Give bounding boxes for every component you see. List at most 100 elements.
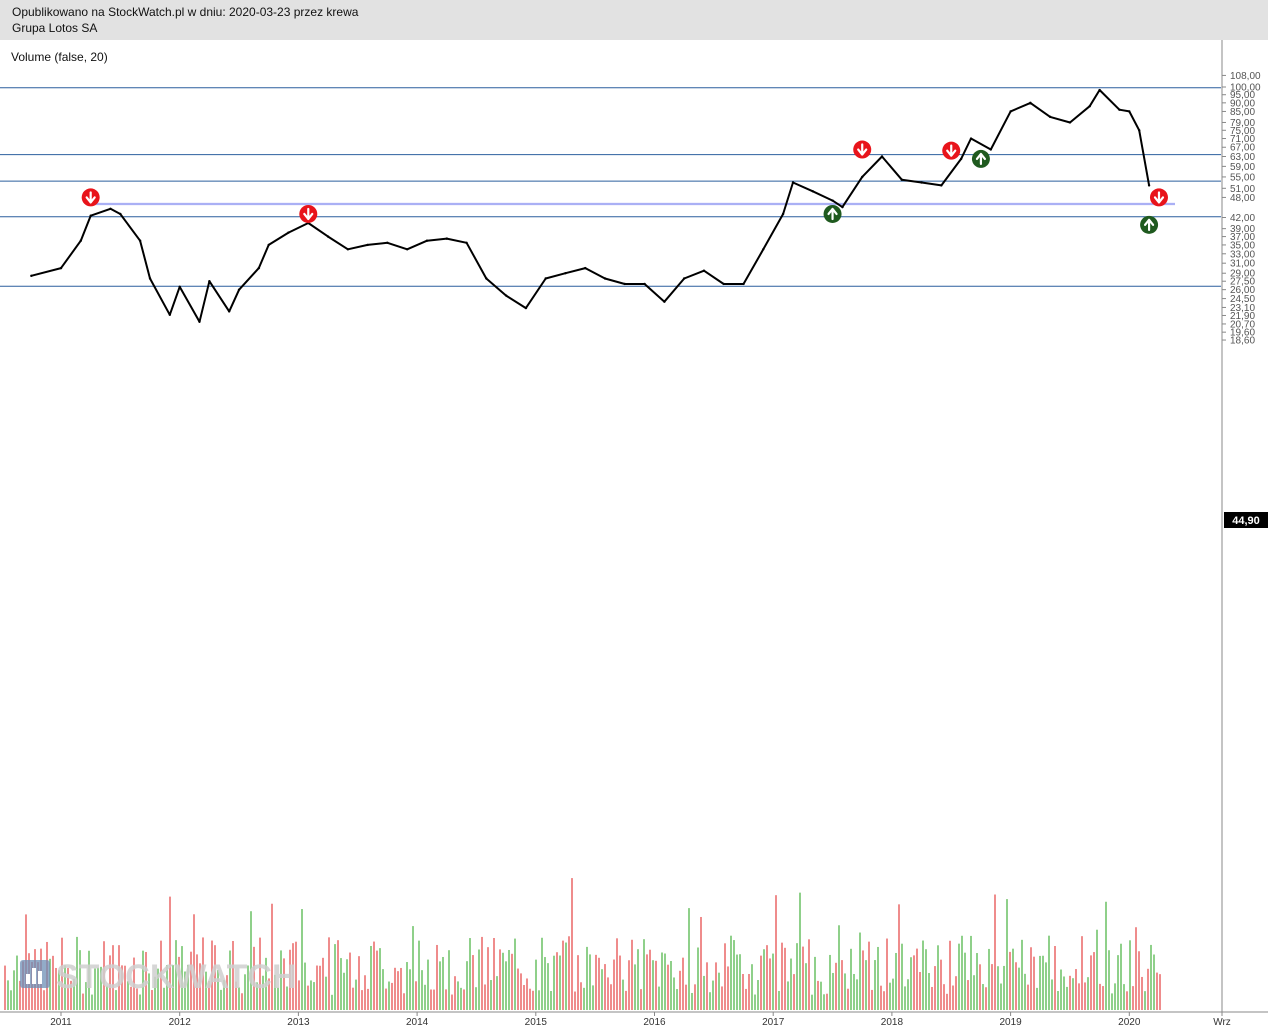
volume-bar [493, 938, 495, 1010]
volume-bar [169, 896, 171, 1010]
volume-bar [835, 962, 837, 1010]
price-point [326, 235, 330, 238]
volume-bar [1042, 955, 1044, 1010]
volume-bar [313, 982, 315, 1010]
volume-bar [421, 970, 423, 1010]
price-point [603, 277, 607, 280]
volume-bar [1153, 954, 1155, 1010]
volume-bar [826, 993, 828, 1010]
volume-bar [592, 985, 594, 1010]
volume-bar [868, 941, 870, 1010]
volume-bar [241, 993, 243, 1010]
volume-bar [397, 971, 399, 1010]
volume-bar [406, 962, 408, 1010]
volume-bar [604, 964, 606, 1010]
volume-bar [538, 990, 540, 1010]
volume-bar [574, 991, 576, 1010]
volume-bar [454, 976, 456, 1010]
volume-bar [1021, 939, 1023, 1010]
price-point [425, 239, 429, 242]
price-point [445, 237, 448, 240]
volume-bar [688, 908, 690, 1010]
volume-bar [778, 990, 780, 1010]
stockwatch-logo: STOCKWATCH [20, 958, 297, 996]
volume-bar [754, 994, 756, 1010]
y-tick-label: 108,00 [1230, 71, 1261, 82]
x-tick-label: Wrz [1213, 1017, 1231, 1028]
volume-bar [1060, 969, 1062, 1010]
volume-bar [1033, 956, 1035, 1010]
volume-bar [790, 958, 792, 1010]
volume-bar [334, 944, 336, 1010]
volume-bar [1096, 929, 1098, 1010]
volume-bar [436, 944, 438, 1010]
price-point [59, 266, 63, 270]
volume-bar [814, 956, 816, 1010]
volume-bar [1135, 927, 1137, 1010]
volume-bar [913, 955, 915, 1010]
volume-bar [187, 964, 189, 1010]
volume-bar [724, 943, 726, 1010]
volume-bar [775, 895, 777, 1010]
volume-bar [1105, 901, 1107, 1010]
price-point [1137, 129, 1141, 132]
volume-bar [70, 980, 72, 1010]
volume-bar [94, 968, 96, 1010]
volume-bar [481, 936, 483, 1010]
volume-bar [1045, 962, 1047, 1010]
volume-bar [451, 994, 453, 1010]
volume-bar [1150, 944, 1152, 1010]
buy-signal-icon [971, 149, 990, 168]
volume-bar [1018, 967, 1020, 1010]
volume-bar [352, 987, 354, 1010]
volume-bar [1006, 899, 1008, 1010]
volume-bar [877, 946, 879, 1010]
last-price-badge: 44,90 [1224, 512, 1268, 528]
y-tick-label: 27,50 [1230, 277, 1255, 288]
volume-bar [43, 990, 45, 1010]
y-tick-label: 24,50 [1230, 294, 1255, 305]
volume-bar [955, 976, 957, 1010]
volume-bar [274, 974, 276, 1010]
sell-signal-icon [299, 204, 318, 223]
volume-bar [88, 950, 90, 1010]
chart-header: Opublikowano na StockWatch.pl w dniu: 20… [0, 0, 1268, 40]
y-tick-label: 21,90 [1230, 311, 1255, 322]
volume-bar [430, 989, 432, 1010]
price-point [861, 175, 864, 179]
volume-bar [883, 991, 885, 1010]
volume-bar [1072, 978, 1074, 1010]
volume-bar [142, 950, 144, 1010]
volume-bar [220, 989, 222, 1010]
volume-bar [97, 967, 99, 1010]
volume-bar [859, 932, 861, 1010]
volume-bar [508, 949, 510, 1010]
x-tick-label: 2020 [1118, 1017, 1141, 1028]
volume-bar [367, 988, 369, 1010]
volume-bar [625, 990, 627, 1010]
volume-bar [976, 953, 978, 1010]
x-tick-label: 2016 [643, 1017, 666, 1028]
y-tick-labels: 18,6019,6020,7021,9023,1024,5026,0027,50… [1222, 71, 1261, 347]
volume-bar [19, 980, 21, 1010]
volume-bar [460, 987, 462, 1010]
volume-bar [907, 979, 909, 1010]
volume-bar [967, 980, 969, 1010]
volume-bar [715, 962, 717, 1010]
volume-bar [157, 968, 159, 1010]
price-point [584, 266, 587, 270]
volume-bar [208, 981, 210, 1010]
stockwatch-watermark-text: STOCKWATCH [56, 958, 297, 996]
volume-bar [226, 975, 228, 1010]
volume-bar [970, 935, 972, 1010]
volume-bar [553, 955, 555, 1010]
volume-bar [490, 980, 492, 1010]
x-tick-label: 2015 [525, 1017, 548, 1028]
volume-bar [940, 959, 942, 1010]
volume-bar [829, 954, 831, 1010]
volume-bar [649, 949, 651, 1010]
price-point [1118, 108, 1121, 111]
volume-bar [1093, 952, 1095, 1010]
y-tick-label: 63,00 [1230, 152, 1255, 163]
volume-bar [505, 961, 507, 1010]
